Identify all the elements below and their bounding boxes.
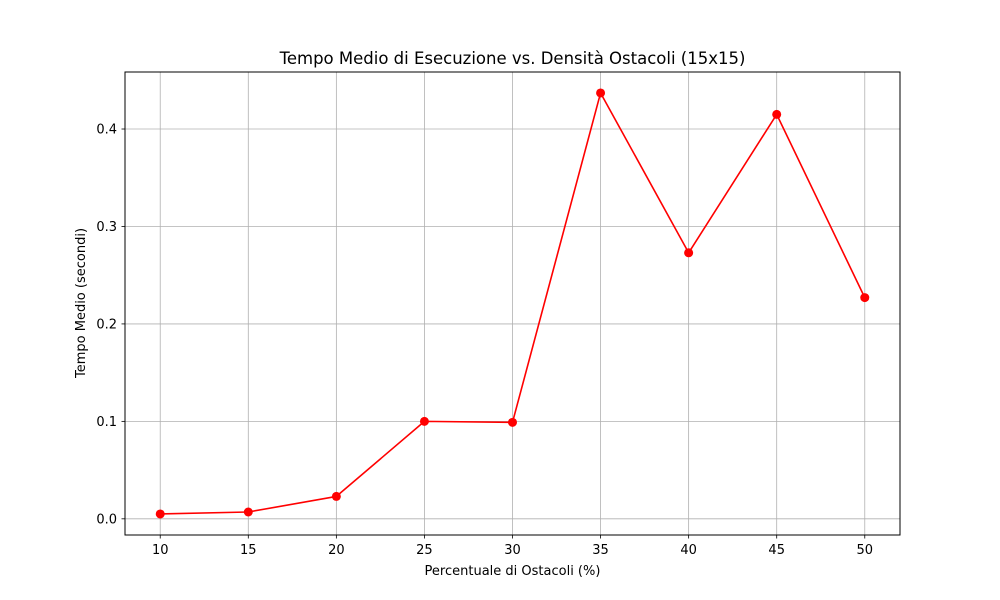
data-point — [860, 293, 870, 303]
x-tick-label: 45 — [768, 543, 785, 558]
y-axis-label: Tempo Medio (secondi) — [74, 228, 89, 379]
x-tick-label: 20 — [328, 543, 345, 558]
data-point — [772, 109, 782, 119]
x-tick-label: 15 — [240, 543, 257, 558]
y-tick-label: 0.0 — [96, 512, 117, 527]
data-point — [419, 416, 429, 426]
x-tick-label: 50 — [856, 543, 873, 558]
x-tick-label: 10 — [152, 543, 169, 558]
y-tick-label: 0.3 — [96, 220, 117, 235]
plot-series — [155, 88, 870, 519]
data-point — [596, 88, 606, 98]
x-tick-label: 25 — [416, 543, 433, 558]
data-point — [508, 417, 517, 427]
data-point — [155, 509, 165, 519]
y-tick-label: 0.2 — [96, 317, 117, 332]
data-point — [331, 491, 341, 501]
y-tick-label: 0.1 — [96, 415, 117, 430]
x-tick-label: 35 — [592, 543, 609, 558]
axis-ticks: 10 15 20 25 30 35 40 45 50 0.0 0.1 0.2 0.3 0.4 — [96, 123, 873, 558]
data-point — [684, 248, 694, 258]
grid — [125, 72, 900, 535]
x-axis-label: Percentuale di Ostacoli (%) — [425, 564, 601, 579]
x-tick-label: 40 — [680, 543, 697, 558]
chart-title: Tempo Medio di Esecuzione vs. Densità Os… — [279, 49, 746, 68]
data-point — [243, 507, 253, 517]
x-tick-label: 30 — [504, 543, 521, 558]
y-tick-label: 0.4 — [96, 123, 117, 138]
